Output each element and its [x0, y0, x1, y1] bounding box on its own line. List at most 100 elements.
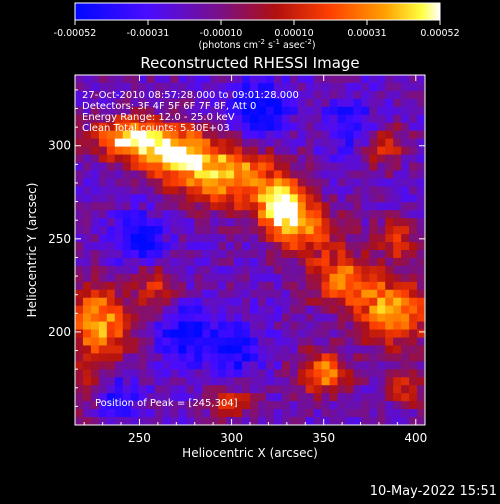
heatmap-cell — [329, 321, 339, 331]
heatmap-cell — [242, 82, 251, 92]
heatmap-cell — [194, 138, 203, 148]
heatmap-cell — [265, 75, 275, 84]
heatmap-cell — [234, 234, 243, 243]
colorbar-tick-label: -0.00010 — [200, 28, 243, 39]
heatmap-cell — [250, 186, 259, 195]
heatmap-cell — [194, 186, 203, 195]
heatmap-cell — [106, 98, 116, 108]
heatmap-cell — [146, 90, 156, 100]
heatmap-cell — [130, 122, 140, 132]
heatmap-cell — [226, 226, 235, 235]
heatmap-cell — [305, 361, 315, 370]
heatmap-cell — [345, 393, 354, 402]
heatmap-cell — [210, 409, 219, 418]
heatmap-cell — [210, 257, 219, 267]
heatmap-cell — [122, 281, 132, 291]
heatmap-cell — [289, 289, 299, 299]
heatmap-cell — [257, 345, 267, 354]
heatmap-cell — [329, 82, 339, 92]
heatmap-cell — [273, 242, 283, 251]
heatmap-cell — [90, 337, 100, 347]
heatmap-cell — [90, 138, 100, 148]
heatmap-cell — [82, 305, 92, 315]
heatmap-cell — [345, 337, 354, 347]
heatmap-cell — [313, 393, 323, 402]
heatmap-cell — [75, 242, 84, 251]
heatmap-cell — [122, 194, 132, 203]
heatmap-cell — [130, 353, 140, 362]
heatmap-cell — [321, 146, 331, 156]
heatmap-cell — [281, 138, 291, 148]
heatmap-cell — [345, 234, 354, 243]
heatmap-cell — [265, 122, 275, 132]
heatmap-cell — [75, 226, 84, 235]
heatmap-cell — [194, 369, 203, 378]
heatmap-cell — [393, 409, 402, 418]
heatmap-cell — [297, 345, 307, 354]
heatmap-cell — [162, 385, 172, 394]
heatmap-cell — [218, 106, 227, 116]
heatmap-cell — [353, 417, 362, 425]
heatmap-cell — [226, 82, 235, 92]
heatmap-cell — [345, 305, 354, 315]
heatmap-cell — [401, 257, 410, 267]
heatmap-cell — [234, 281, 243, 291]
heatmap-cell — [90, 202, 100, 211]
heatmap-cell — [106, 154, 116, 164]
heatmap-cell — [265, 329, 275, 339]
heatmap-cell — [409, 75, 418, 84]
heatmap-cell — [114, 242, 124, 251]
heatmap-cell — [154, 393, 164, 402]
heatmap-cell — [321, 353, 331, 362]
heatmap-cell — [98, 82, 108, 92]
heatmap-cell — [385, 98, 394, 108]
heatmap-cell — [329, 369, 339, 378]
heatmap-cell — [305, 329, 315, 339]
heatmap-cell — [170, 345, 179, 354]
heatmap-cell — [265, 369, 275, 378]
heatmap-cell — [305, 90, 315, 100]
heatmap-cell — [106, 361, 116, 370]
x-axis-ticks: 250 300 350 400 — [83, 75, 427, 445]
heatmap-cell — [202, 75, 211, 84]
heatmap-cell — [409, 82, 418, 92]
heatmap-cell — [194, 218, 203, 227]
heatmap-cell — [273, 353, 283, 362]
heatmap-cell — [106, 337, 116, 347]
heatmap-cell — [353, 82, 362, 92]
heatmap-cell — [297, 377, 307, 386]
heatmap-cell — [106, 345, 116, 354]
heatmap-cell — [242, 393, 251, 402]
heatmap-cell — [162, 369, 172, 378]
heatmap-cell — [146, 210, 156, 219]
heatmap-cell — [114, 297, 124, 307]
heatmap-cell — [273, 82, 283, 92]
heatmap-cell — [369, 138, 378, 148]
heatmap-cell — [75, 194, 84, 203]
heatmap-cell — [146, 226, 156, 235]
heatmap-cell — [297, 265, 307, 275]
heatmap-cell — [265, 90, 275, 100]
heatmap-cell — [265, 257, 275, 267]
heatmap-cell — [194, 98, 203, 108]
heatmap-cell — [321, 242, 331, 251]
heatmap-cell — [218, 353, 227, 362]
heatmap-cell — [250, 321, 259, 331]
heatmap-cell — [289, 369, 299, 378]
heatmap-cell — [154, 401, 164, 410]
heatmap-cell — [122, 385, 132, 394]
heatmap-cell — [281, 297, 291, 307]
heatmap-cell — [353, 361, 362, 370]
heatmap-cell — [162, 353, 172, 362]
heatmap-cell — [82, 146, 92, 156]
heatmap-cell — [146, 170, 156, 179]
heatmap-cell — [170, 154, 179, 164]
heatmap-cell — [82, 242, 92, 251]
heatmap-cell — [114, 178, 124, 187]
heatmap-cell — [385, 82, 394, 92]
heatmap-cell — [377, 385, 386, 394]
heatmap-cell — [130, 257, 140, 267]
heatmap-cell — [218, 82, 227, 92]
heatmap-cell — [393, 417, 402, 425]
heatmap-cell — [393, 234, 402, 243]
